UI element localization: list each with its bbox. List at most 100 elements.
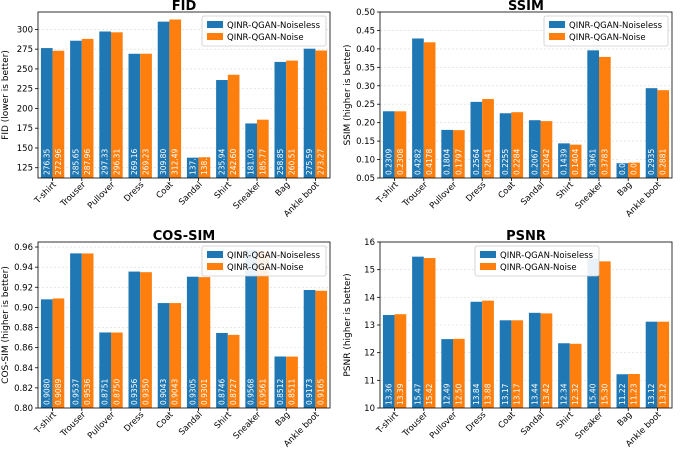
- y-tick-label: 0.80: [14, 404, 33, 414]
- data-label: 260.51: [288, 149, 297, 175]
- data-label: 0.0901: [618, 149, 627, 175]
- chart-panel-fid: 125 150 175 200 225 250 275 300 276.35 272.96 T-sh…: [1, 0, 331, 219]
- data-label: 275.59: [305, 149, 314, 175]
- y-tick-label: 0.94: [14, 263, 33, 273]
- bar-sandal-noise: [540, 121, 553, 178]
- data-label: 0.9536: [83, 379, 92, 405]
- legend: QINR-QGAN-Noiseless QINR-QGAN-Noise: [201, 245, 327, 277]
- legend-label: QINR-QGAN-Noiseless: [227, 21, 321, 31]
- bar-shirt-noiseless: [216, 80, 228, 178]
- y-tick-label: 11: [364, 376, 375, 386]
- x-tick-label: Sandal: [177, 410, 205, 438]
- legend-swatch-noiseless: [207, 21, 223, 28]
- x-tick-label: Shirt: [555, 410, 577, 432]
- bar-t-shirt-noiseless: [382, 111, 395, 178]
- legend-swatch-noise: [207, 33, 223, 40]
- bar-coat-noise: [169, 19, 182, 179]
- bar-pullover-noiseless: [99, 31, 111, 178]
- data-label: 0.9561: [258, 379, 267, 405]
- data-label: 309.80: [159, 149, 168, 175]
- bar-t-shirt-noiseless: [382, 315, 395, 408]
- x-tick-label: Shirt: [555, 180, 577, 202]
- data-label: 15.42: [425, 383, 434, 405]
- y-tick-label: 0.10: [356, 156, 375, 166]
- x-tick-label: Coat: [155, 180, 176, 201]
- x-tick-label: Bag: [274, 180, 293, 199]
- x-tick-label: Sneaker: [232, 180, 264, 212]
- bar-ankle-boot-noise: [315, 50, 328, 178]
- data-label: 13.12: [647, 383, 656, 405]
- bar-pullover-noiseless: [99, 332, 111, 408]
- y-axis-label: SSIM (higher is better): [343, 44, 353, 145]
- bar-sandal-noise: [540, 313, 553, 408]
- bar-dress-noiseless: [470, 301, 483, 408]
- data-label: 0.1797: [454, 149, 463, 175]
- bar-dress-noise: [140, 53, 152, 179]
- data-label: 0.4178: [425, 149, 434, 175]
- data-label: 0.1804: [443, 149, 452, 175]
- bar-trouser-noiseless: [70, 253, 82, 408]
- data-label: 0.9568: [247, 379, 256, 405]
- data-label: 0.9043: [159, 379, 168, 405]
- chart-panel-ssim: 0.05 0.10 0.15 0.20 0.25 0.30 0.35 0.40 0.45 0.50…: [343, 0, 673, 219]
- bar-shirt-noiseless: [558, 143, 570, 178]
- y-tick-label: 0.45: [356, 26, 375, 36]
- data-label: 0.9165: [317, 379, 326, 405]
- plot-frame: [379, 11, 673, 179]
- y-tick-label: 175: [17, 124, 33, 134]
- y-tick-label: 0.90: [14, 303, 33, 313]
- data-label: 296.31: [112, 149, 121, 175]
- bar-bag-noise: [286, 60, 298, 178]
- legend-label: QINR-QGAN-Noise: [500, 263, 577, 273]
- bar-sandal-noiseless: [186, 157, 199, 178]
- bar-sneaker-noiseless: [245, 123, 257, 178]
- y-tick-label: 300: [17, 25, 33, 35]
- bar-ankle-boot-noiseless: [303, 48, 316, 178]
- data-label: 0.2255: [501, 149, 510, 175]
- bar-bag-noise: [286, 356, 298, 408]
- data-label: 181.03: [247, 149, 256, 175]
- x-tick-label: Shirt: [213, 410, 235, 432]
- bar-shirt-noise: [569, 144, 582, 178]
- y-axis-label: COS-SIM (higher is better): [1, 266, 11, 384]
- bar-sandal-noiseless: [528, 312, 541, 408]
- data-label: 13.84: [472, 383, 481, 405]
- bar-ankle-boot-noise: [315, 290, 328, 408]
- bar-dress-noiseless: [470, 101, 483, 178]
- bar-ankle-boot-noiseless: [645, 321, 658, 408]
- legend-swatch-noiseless: [480, 251, 496, 258]
- data-label: 0.2308: [396, 149, 405, 175]
- bar-t-shirt-noise: [52, 50, 65, 178]
- data-label: 0.2935: [647, 149, 656, 175]
- bar-sneaker-noiseless: [587, 50, 599, 178]
- bar-sneaker-noiseless: [245, 250, 257, 408]
- x-tick-label: Dress: [122, 180, 146, 204]
- data-label: 269.23: [142, 149, 151, 175]
- y-tick-label: 250: [17, 65, 33, 75]
- data-label: 297.33: [101, 149, 110, 175]
- data-label: 0.2641: [484, 149, 493, 175]
- bar-sandal-noise: [198, 277, 211, 408]
- legend-box: [201, 15, 327, 47]
- y-tick-label: 10: [364, 404, 375, 414]
- bar-sneaker-noise: [599, 261, 611, 408]
- data-label: 258.85: [276, 149, 285, 175]
- data-label: 13.44: [530, 383, 539, 405]
- plot-frame: [379, 241, 673, 409]
- bar-trouser-noiseless: [70, 40, 82, 178]
- y-tick-label: 0.05: [356, 174, 375, 184]
- data-label: 0.8512: [276, 379, 285, 405]
- legend-swatch-noise: [207, 263, 223, 270]
- x-tick-label: T-shirt: [32, 180, 59, 207]
- data-label: 12.34: [559, 383, 568, 405]
- bar-sneaker-noise: [257, 250, 269, 408]
- bar-bag-noiseless: [616, 374, 629, 408]
- bar-sneaker-noise: [599, 56, 611, 178]
- bar-pullover-noise: [453, 130, 465, 178]
- data-label: 13.39: [396, 383, 405, 405]
- data-label: 269.16: [130, 149, 139, 175]
- data-label: 0.8511: [288, 379, 297, 405]
- data-label: 0.9305: [188, 379, 197, 405]
- chart-title: PSNR: [506, 229, 546, 244]
- bar-pullover-noiseless: [441, 339, 453, 408]
